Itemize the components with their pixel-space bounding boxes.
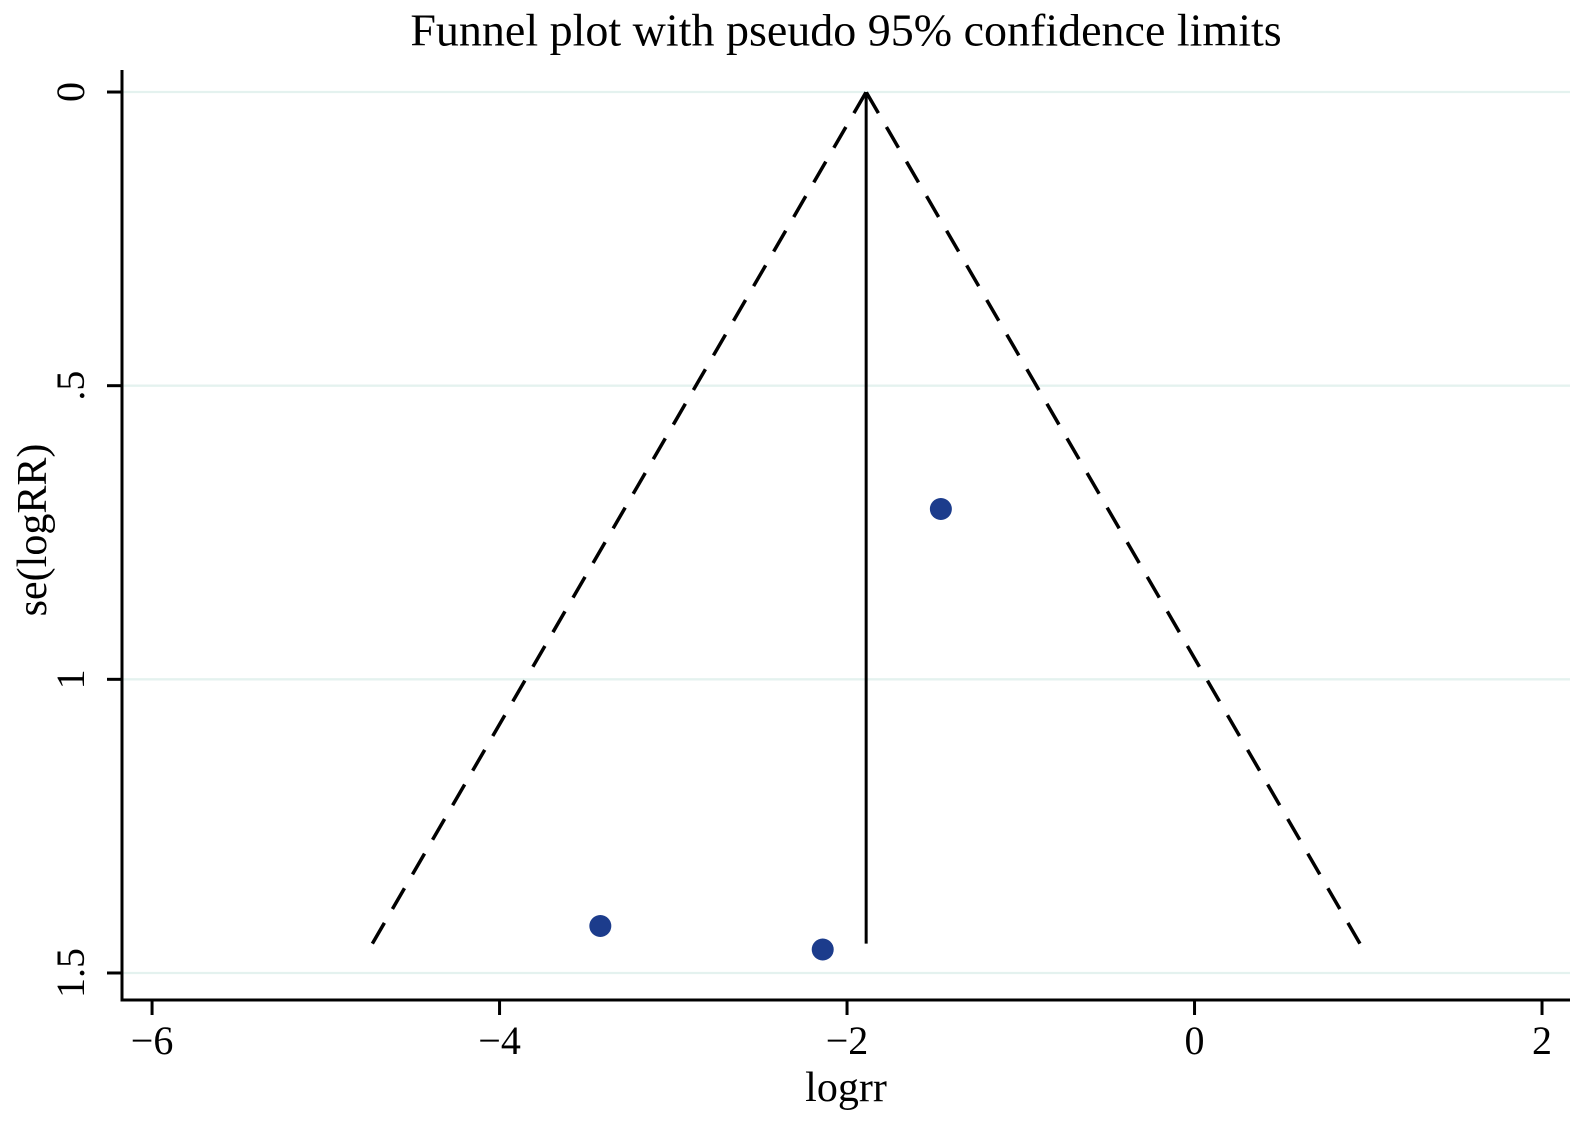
x-tick-label-2: 2 — [1532, 1018, 1552, 1063]
y-tick-label-0: 0 — [48, 82, 93, 102]
x-tick-label--6: −6 — [131, 1018, 174, 1063]
y-tick-label-1.5: 1.5 — [48, 948, 93, 998]
x-tick-label--4: −4 — [478, 1018, 521, 1063]
study-point-2 — [589, 914, 612, 937]
y-tick-label-0.5: .5 — [48, 371, 93, 401]
y-axis-title: se(logRR) — [10, 443, 56, 617]
funnel-lower-limit-line — [370, 91, 868, 945]
x-tick-label--2: −2 — [826, 1018, 869, 1063]
study-point-3 — [811, 938, 834, 961]
x-tick-label-0: 0 — [1185, 1018, 1205, 1063]
y-tick-label-1: 1 — [48, 669, 93, 689]
x-axis-title: logrr — [805, 1065, 887, 1111]
study-point-1 — [929, 498, 952, 521]
funnel-upper-limit-line — [864, 91, 1362, 945]
chart-title: Funnel plot with pseudo 95% confidence l… — [410, 4, 1282, 56]
